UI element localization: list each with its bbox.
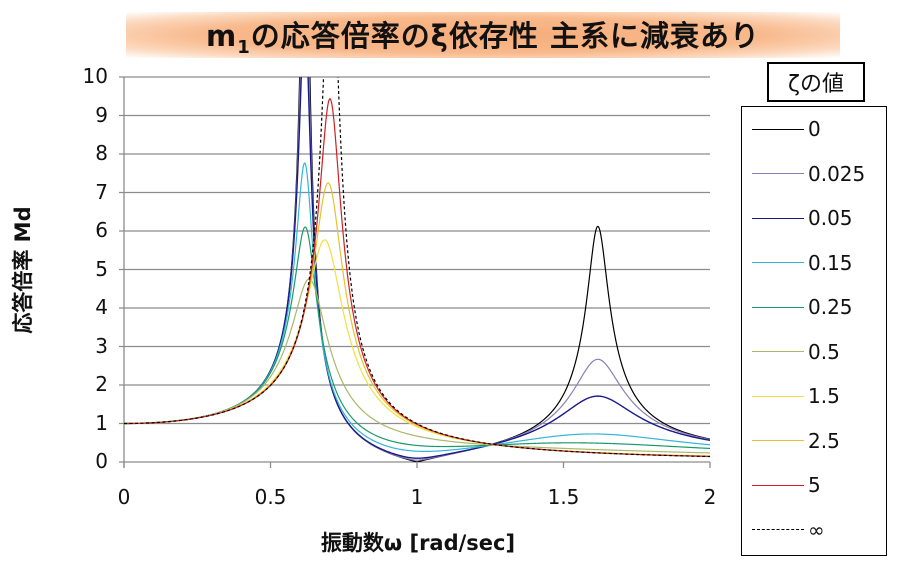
legend-swatch bbox=[752, 128, 804, 130]
legend-label: ∞ bbox=[808, 517, 825, 542]
series-line-zeta-5 bbox=[124, 97, 710, 458]
y-tick-label: 8 bbox=[95, 141, 108, 165]
legend-swatch bbox=[752, 173, 804, 174]
series-line-zeta-0.05 bbox=[124, 77, 710, 459]
x-tick-label: 1 bbox=[410, 485, 424, 509]
legend-label: 2.5 bbox=[808, 428, 840, 453]
legend: 0 0.025 0.05 0.15 0.25 0.5 1.5 2.5 5 ∞ bbox=[741, 106, 887, 556]
series-line-zeta-0.15 bbox=[124, 162, 710, 453]
y-tick-label: 10 bbox=[82, 64, 108, 88]
y-tick-label: 2 bbox=[95, 372, 108, 396]
legend-label: 1.5 bbox=[808, 384, 840, 408]
y-tick-label: 7 bbox=[95, 179, 108, 204]
legend-swatch bbox=[752, 351, 804, 352]
x-axis-label: 振動数ω [rad/sec] bbox=[320, 531, 516, 555]
legend-item: 0.05 bbox=[752, 206, 853, 230]
legend-item: 0.25 bbox=[752, 295, 853, 319]
legend-item: 0 bbox=[752, 117, 821, 141]
legend-item: 2.5 bbox=[752, 429, 840, 453]
x-tick-label: 1.5 bbox=[547, 485, 580, 509]
x-tick-label: 0.5 bbox=[254, 485, 287, 509]
legend-label: 0.05 bbox=[808, 206, 853, 230]
legend-item: 0.025 bbox=[752, 162, 865, 186]
legend-item: ∞ bbox=[752, 518, 825, 542]
legend-swatch bbox=[752, 529, 804, 530]
legend-item: 0.15 bbox=[752, 251, 853, 275]
legend-title: ζの値 bbox=[767, 62, 865, 102]
y-tick-label: 0 bbox=[95, 449, 108, 473]
legend-swatch bbox=[752, 395, 804, 397]
chart-title-banner: m1の応答倍率のξ依存性 主系に減衰あり bbox=[126, 12, 840, 58]
legend-label: 0.025 bbox=[808, 161, 866, 186]
legend-label: 5 bbox=[808, 473, 821, 497]
series-line-zeta-0.025 bbox=[124, 77, 710, 461]
legend-label: 0.5 bbox=[808, 339, 840, 364]
legend-swatch bbox=[752, 440, 804, 441]
legend-label: 0.15 bbox=[808, 250, 853, 275]
y-tick-label: 6 bbox=[95, 218, 108, 242]
plot-area bbox=[119, 76, 711, 468]
legend-item: 1.5 bbox=[752, 384, 840, 408]
legend-swatch bbox=[752, 262, 804, 263]
legend-item: 0.5 bbox=[752, 340, 840, 364]
y-tick-label: 3 bbox=[95, 333, 108, 358]
legend-label: 0 bbox=[808, 117, 821, 141]
legend-swatch bbox=[752, 484, 804, 486]
y-tick-label: 1 bbox=[95, 410, 108, 435]
y-tick-label: 9 bbox=[95, 102, 108, 127]
legend-item: 5 bbox=[752, 473, 821, 497]
series-line-zeta-∞ bbox=[124, 77, 710, 458]
legend-label: 0.25 bbox=[808, 295, 853, 319]
y-tick-label: 5 bbox=[95, 256, 108, 281]
legend-swatch bbox=[752, 306, 804, 308]
y-axis-label: 応答倍率 Md bbox=[11, 206, 35, 334]
chart-title: m1の応答倍率のξ依存性 主系に減衰あり bbox=[206, 18, 760, 58]
x-tick-label: 0 bbox=[117, 485, 131, 509]
y-tick-label: 4 bbox=[95, 295, 108, 319]
legend-swatch bbox=[752, 217, 804, 219]
x-tick-label: 2 bbox=[703, 485, 717, 509]
